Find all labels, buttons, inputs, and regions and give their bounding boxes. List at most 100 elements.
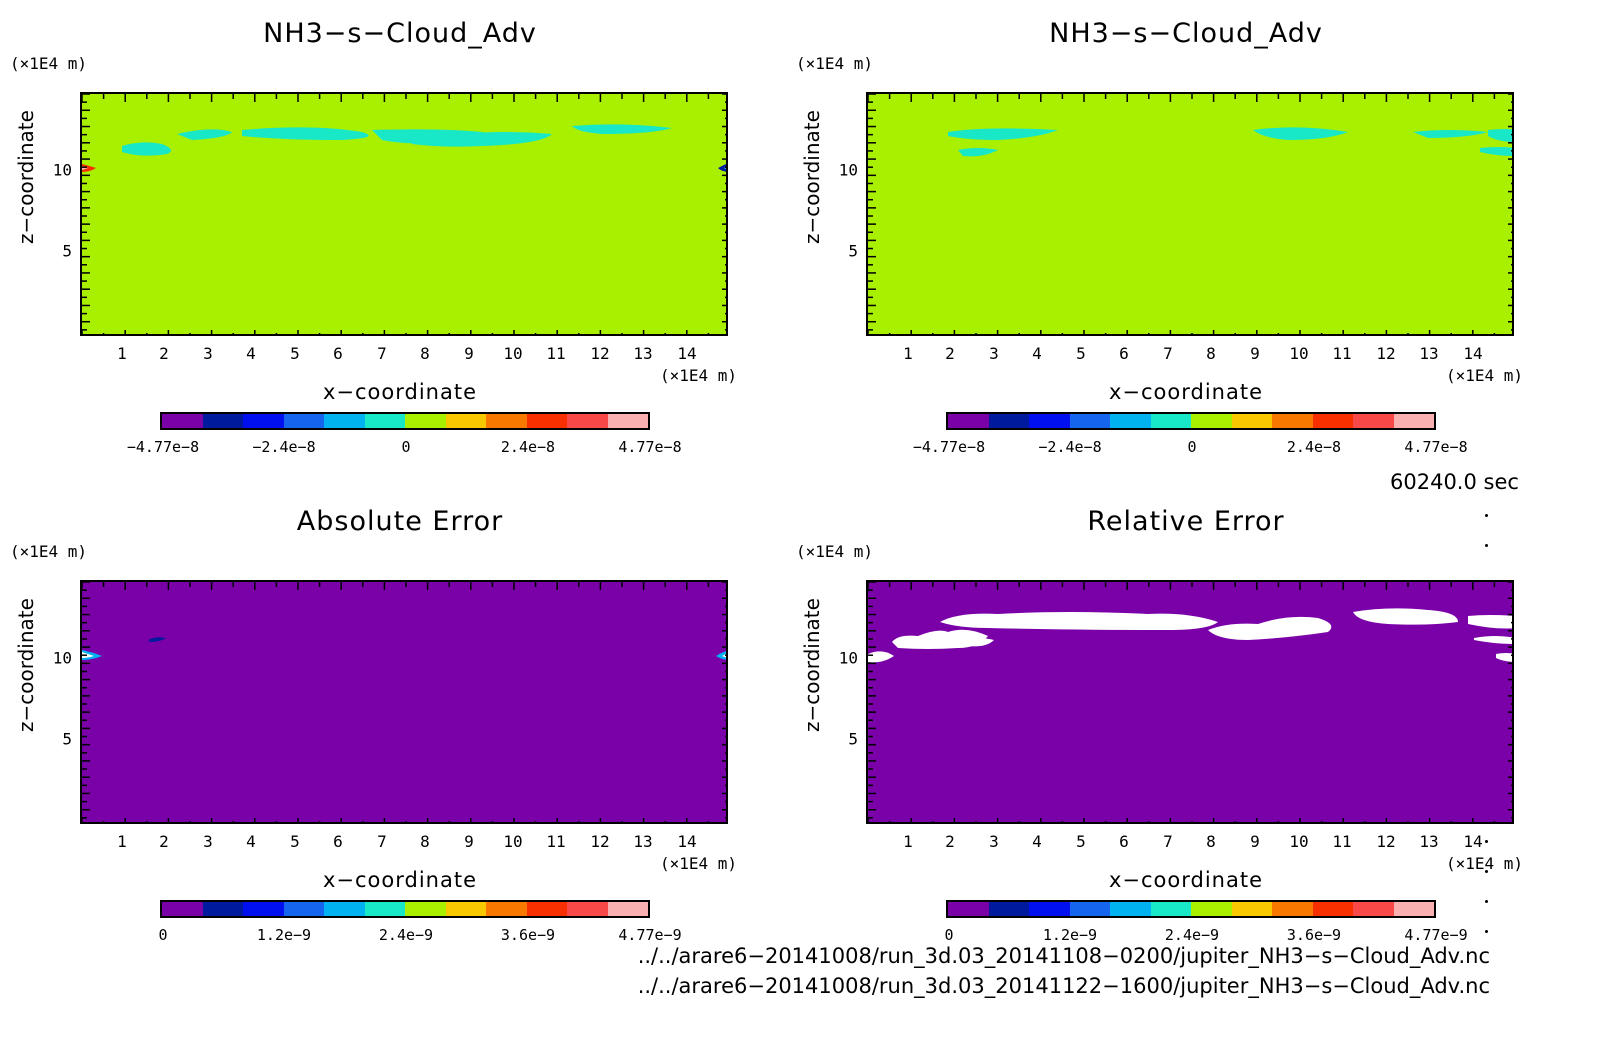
- colorbar-swatch: [486, 902, 527, 916]
- colorbar-swatch: [567, 902, 608, 916]
- colorbar-tick: 1.2e−9: [256, 926, 312, 944]
- colorbar-swatch: [1312, 902, 1353, 916]
- colorbar-swatch: [1191, 414, 1232, 428]
- x-tick: 11: [546, 832, 566, 851]
- marker-dot: [1485, 900, 1488, 903]
- x-axis-label: x−coordinate: [1108, 380, 1264, 404]
- plot-area: [80, 92, 728, 336]
- file-path-1: ../../arare6−20141008/run_3d.03_20141108…: [637, 944, 1490, 968]
- marker-dot: [1485, 514, 1488, 517]
- x-unit-label: (×1E4 m): [1446, 366, 1524, 385]
- x-tick: 6: [333, 832, 343, 851]
- colorbar-tick: 4.77e−9: [1404, 926, 1468, 944]
- colorbar-swatch: [948, 902, 989, 916]
- x-tick: 2: [945, 832, 955, 851]
- colorbar-swatch: [364, 414, 405, 428]
- y-tick: 5: [848, 241, 858, 261]
- x-tick: 6: [1119, 344, 1129, 363]
- colorbar-swatch: [1353, 902, 1394, 916]
- time-label: 60240.0 sec: [1390, 470, 1519, 494]
- colorbar-swatch: [405, 902, 446, 916]
- y-unit-label: (×1E4 m): [796, 542, 874, 561]
- colorbar-swatch: [607, 414, 648, 428]
- x-tick: 12: [1376, 832, 1396, 851]
- colorbar-swatch: [486, 414, 527, 428]
- y-tick: 5: [62, 729, 72, 749]
- x-tick: 2: [159, 832, 169, 851]
- y-axis-label: z−coordinate: [14, 110, 38, 244]
- colorbar-tick: 4.77e−8: [1404, 438, 1468, 456]
- y-axis-label: z−coordinate: [14, 598, 38, 732]
- colorbar: [946, 412, 1436, 430]
- colorbar-swatch: [202, 414, 243, 428]
- x-tick: 7: [377, 832, 387, 851]
- y-tick: 10: [52, 160, 72, 180]
- colorbar-swatch: [1393, 414, 1434, 428]
- colorbar-swatch: [445, 902, 486, 916]
- y-tick: 10: [52, 648, 72, 668]
- x-tick: 7: [1163, 832, 1173, 851]
- x-tick: 8: [420, 344, 430, 363]
- x-tick: 14: [1463, 832, 1483, 851]
- x-unit-label: (×1E4 m): [660, 366, 738, 385]
- x-tick: 3: [203, 344, 213, 363]
- colorbar: [160, 412, 650, 430]
- heatmap-field: [868, 94, 1512, 334]
- colorbar-tick: 3.6e−9: [1286, 926, 1342, 944]
- chart-title: Relative Error: [1087, 506, 1285, 537]
- x-tick: 5: [1076, 832, 1086, 851]
- colorbar-swatch: [162, 414, 203, 428]
- x-tick: 10: [1289, 832, 1309, 851]
- colorbar-tick: 0: [944, 926, 954, 944]
- x-tick: 14: [677, 344, 697, 363]
- x-tick: 2: [159, 344, 169, 363]
- colorbar: [160, 900, 650, 918]
- x-tick: 6: [333, 344, 343, 363]
- x-tick: 7: [1163, 344, 1173, 363]
- x-tick: 8: [1206, 832, 1216, 851]
- colorbar-swatch: [1110, 902, 1151, 916]
- x-tick: 9: [1250, 344, 1260, 363]
- colorbar-tick: 1.2e−9: [1042, 926, 1098, 944]
- colorbar-swatch: [1272, 902, 1313, 916]
- colorbar-swatch: [1353, 414, 1394, 428]
- x-tick: 4: [246, 832, 256, 851]
- heatmap-field: [868, 582, 1512, 822]
- colorbar-swatch: [364, 902, 405, 916]
- y-axis-label: z−coordinate: [800, 598, 824, 732]
- x-tick: 9: [464, 344, 474, 363]
- x-tick: 4: [1032, 832, 1042, 851]
- x-tick: 5: [290, 832, 300, 851]
- colorbar-swatch: [526, 414, 567, 428]
- colorbar-tick: 2.4e−8: [1286, 438, 1342, 456]
- colorbar-swatch: [526, 902, 567, 916]
- x-tick: 1: [903, 832, 913, 851]
- plot-area: [80, 580, 728, 824]
- x-tick: 2: [945, 344, 955, 363]
- colorbar-swatch: [1150, 902, 1191, 916]
- colorbar-swatch: [283, 902, 324, 916]
- x-tick: 1: [903, 344, 913, 363]
- x-unit-label: (×1E4 m): [660, 854, 738, 873]
- x-tick: 12: [590, 832, 610, 851]
- colorbar-tick: −4.77e−8: [126, 438, 200, 456]
- colorbar-swatch: [567, 414, 608, 428]
- colorbar-tick: −2.4e−8: [1038, 438, 1102, 456]
- x-axis-label: x−coordinate: [1108, 868, 1264, 892]
- y-tick: 10: [838, 160, 858, 180]
- x-tick: 13: [633, 344, 653, 363]
- colorbar-swatch: [1069, 414, 1110, 428]
- colorbar-swatch: [1191, 902, 1232, 916]
- x-tick: 8: [1206, 344, 1216, 363]
- colorbar-swatch: [988, 414, 1029, 428]
- x-tick: 5: [1076, 344, 1086, 363]
- x-tick: 13: [1419, 344, 1439, 363]
- marker-dot: [1485, 840, 1488, 843]
- colorbar-swatch: [1312, 414, 1353, 428]
- x-tick: 14: [1463, 344, 1483, 363]
- colorbar-swatch: [1110, 414, 1151, 428]
- colorbar-swatch: [1272, 414, 1313, 428]
- heatmap-field: [82, 582, 726, 822]
- x-tick: 6: [1119, 832, 1129, 851]
- colorbar-tick: −4.77e−8: [912, 438, 986, 456]
